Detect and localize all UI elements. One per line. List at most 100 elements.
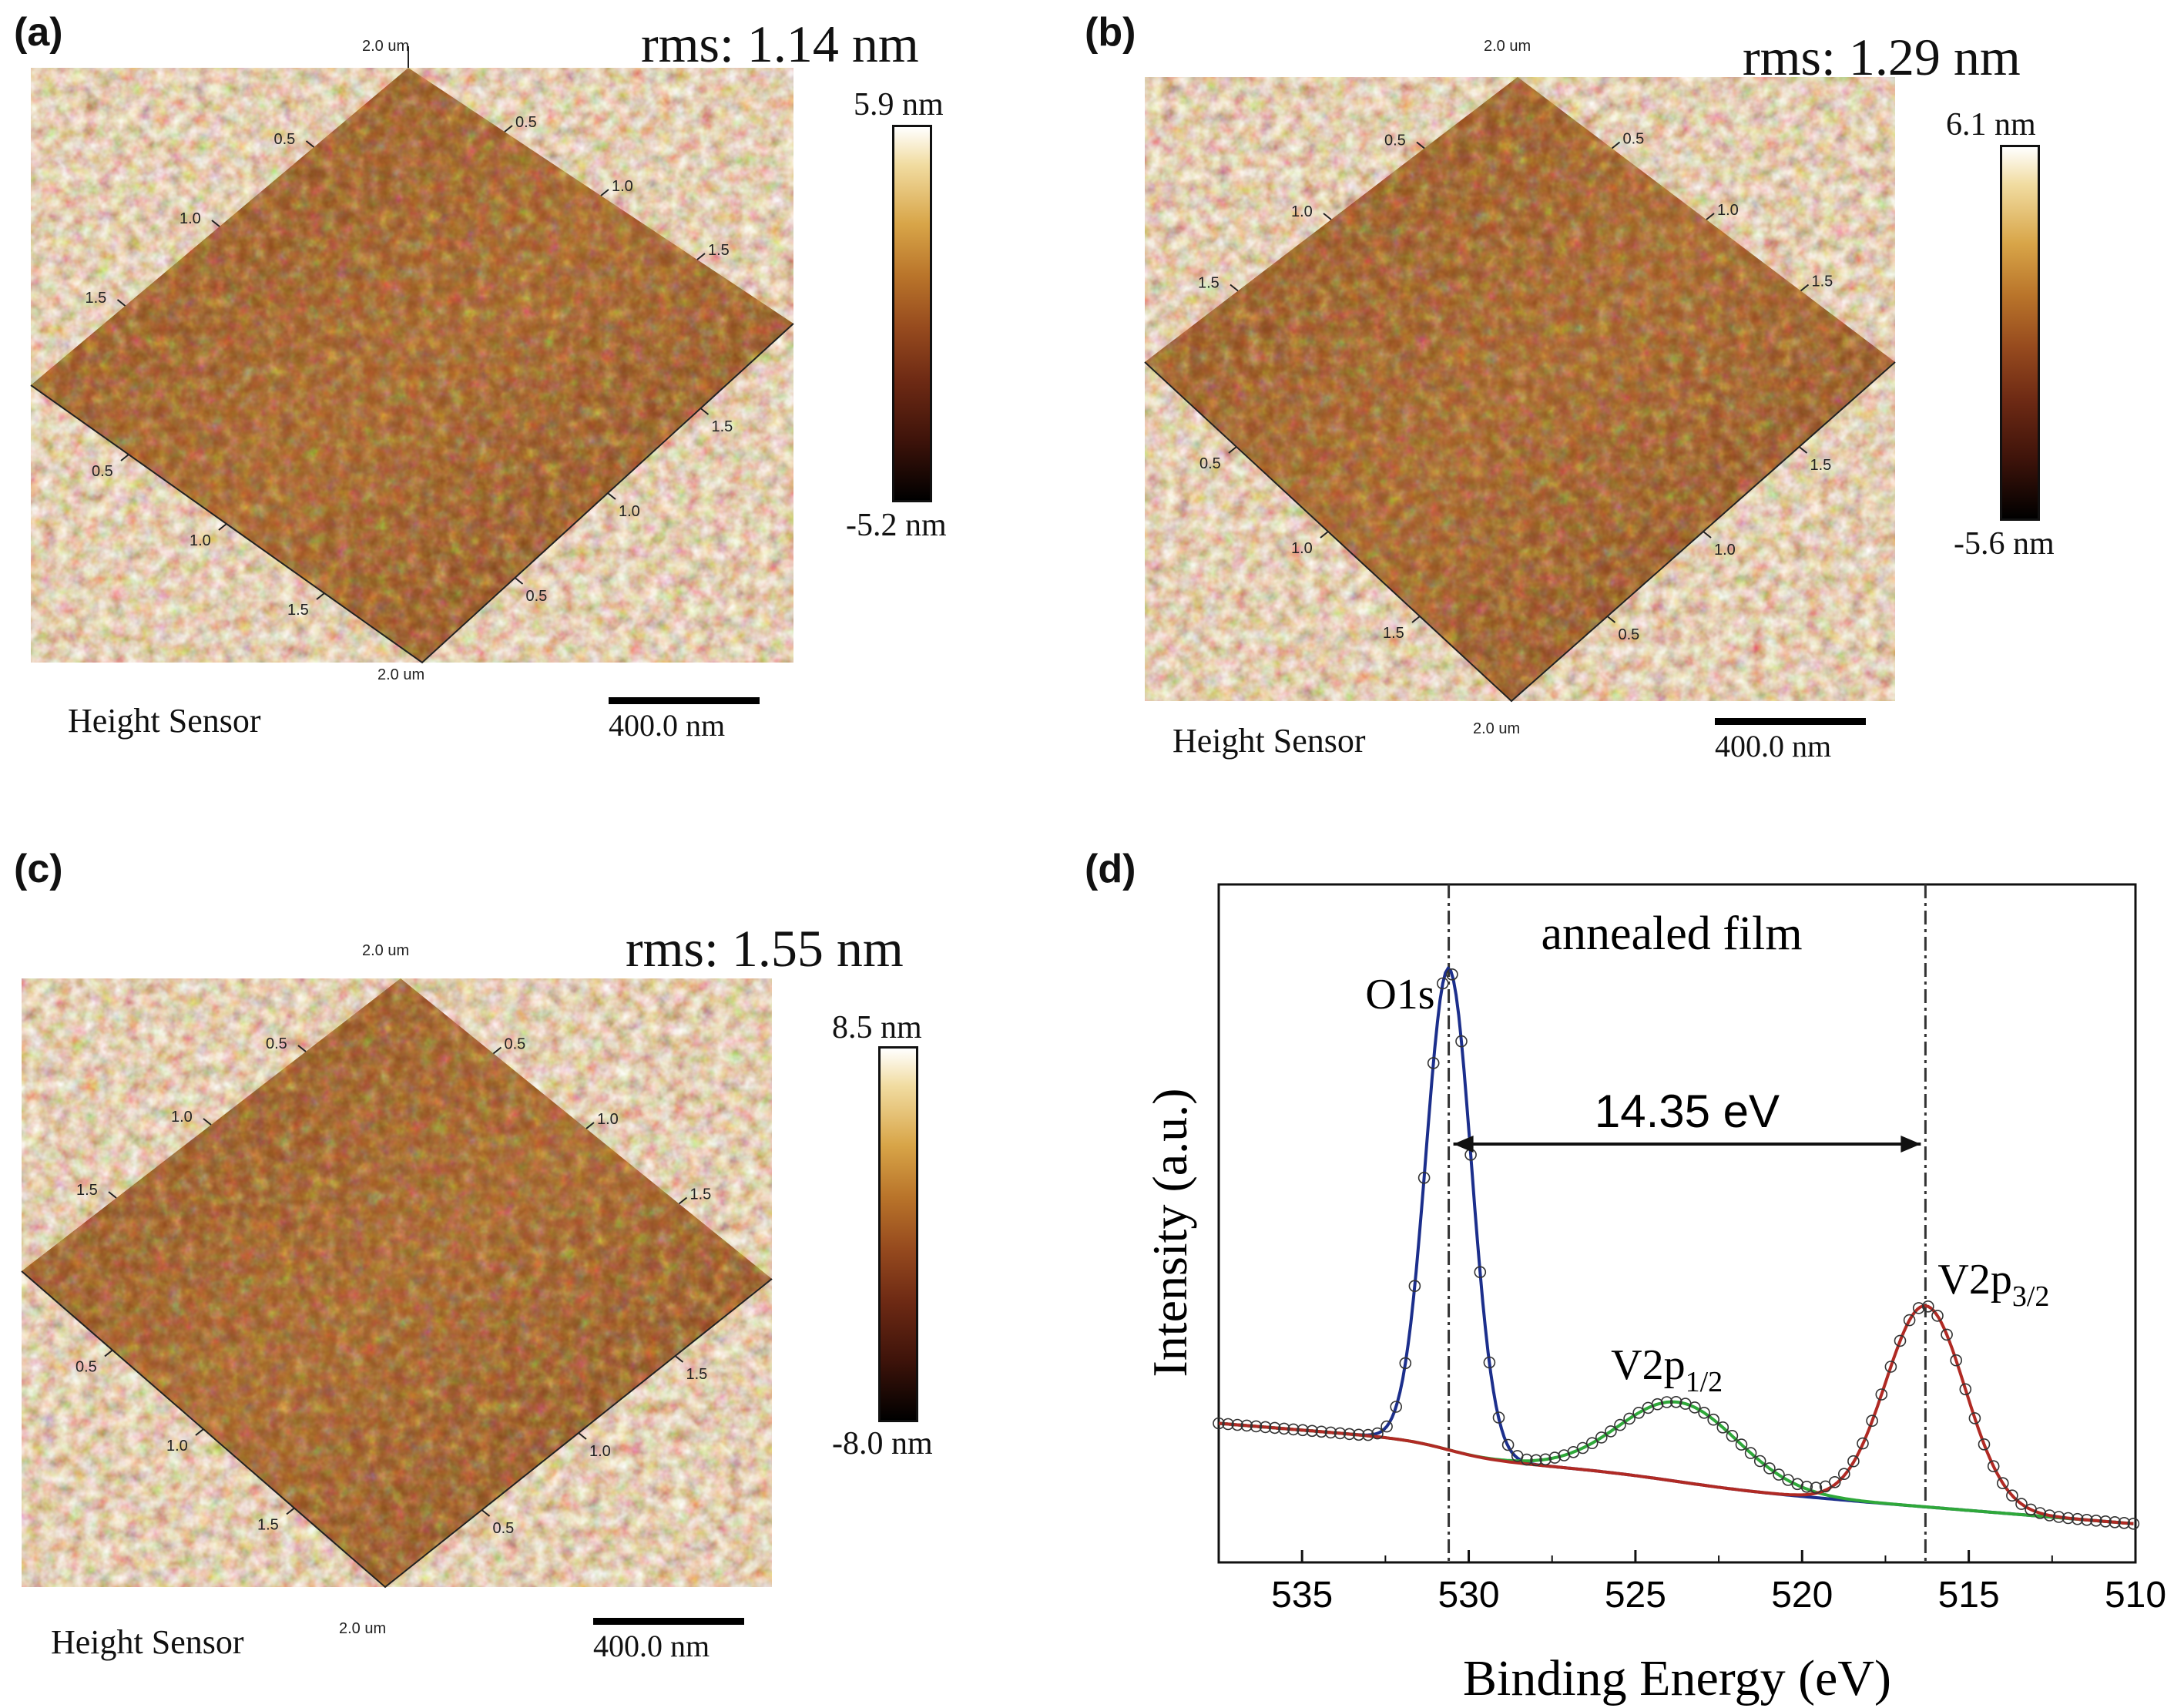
xps-data-point [1521, 1453, 1533, 1466]
afm-surface-a [30, 46, 794, 664]
xps-data-point [1222, 1418, 1234, 1431]
xps-data-point [1231, 1418, 1243, 1431]
afm-tick-mark-a-lower-left-0 [120, 454, 129, 461]
xps-data-point [1417, 1172, 1431, 1184]
xps-data-point [1884, 1361, 1897, 1373]
xps-data-point [1213, 1417, 1225, 1430]
xps-curves [1213, 965, 2140, 1530]
xps-data-point [1585, 1437, 1599, 1449]
colorbar-max-b: 6.1 nm [1946, 107, 2036, 143]
xps-data-point [1437, 977, 1449, 990]
xps-data-point [1894, 1334, 1907, 1347]
xps-data-point [1987, 1460, 2000, 1472]
xps-data-point [1605, 1425, 1617, 1438]
xps-data-point [1931, 1310, 1944, 1322]
xps-data-point [1324, 1426, 1337, 1439]
colorbar-b [2000, 145, 2040, 521]
afm-tick-c-upper-left-2: 1.5 [76, 1182, 98, 1199]
xps-span-arrow-head-1 [1901, 1136, 1921, 1153]
panel-label-b: (b) [1085, 10, 1136, 55]
xps-data-point [1595, 1431, 1608, 1444]
colorbar-c [878, 1046, 918, 1422]
xps-data-point [1576, 1441, 1589, 1455]
afm-tick-mark-b-lower-left-0 [1228, 446, 1237, 454]
afm-tick-mark-b-upper-left-2 [1230, 284, 1239, 292]
afm-tick-c-upper-right-0: 0.5 [505, 1036, 526, 1053]
xps-y-axis-label: Intensity (a.u.) [1142, 1089, 1197, 1377]
xps-data-point [2015, 1498, 2028, 1510]
xps-data-point [1287, 1423, 1300, 1436]
xps-data-point [1530, 1454, 1542, 1467]
xps-data-point [1362, 1428, 1374, 1441]
afm-tick-b-corner-bottom: 2.0 um [1473, 720, 1520, 737]
afm-tick-mark-a-upper-left-1 [211, 220, 220, 227]
xps-title: annealed film [1541, 908, 1802, 960]
xps-data-point [2006, 1489, 2018, 1502]
afm-tick-mark-a-upper-right-1 [600, 189, 609, 196]
afm-tick-c-upper-right-2: 1.5 [690, 1186, 712, 1203]
panel-label-d: (d) [1085, 847, 1136, 891]
colorbar-min-c: -8.0 nm [832, 1426, 933, 1461]
xps-plot-frame [1217, 883, 2137, 1564]
afm-tick-a-upper-left-0: 0.5 [274, 131, 296, 148]
xps-data-point [1455, 1035, 1468, 1048]
afm-tick-mark-b-lower-left-1 [1320, 531, 1329, 539]
xps-data-point [2062, 1512, 2075, 1525]
afm-tick-mark-b-upper-right-0 [1611, 141, 1621, 149]
afm-tick-mark-a-upper-left-0 [305, 140, 315, 148]
xps-data-point [1689, 1401, 1701, 1414]
rms-value-c: rms: 1.55 nm [626, 919, 904, 978]
colorbar-min-b: -5.6 nm [1954, 526, 2055, 562]
xps-data-point [1371, 1427, 1384, 1440]
xps-data-point [1427, 1057, 1440, 1069]
xps-data-point [1669, 1396, 1682, 1408]
afm-tick-a-upper-right-1: 1.0 [612, 178, 633, 195]
xps-data-point [1408, 1280, 1421, 1292]
xps-fit-v2p1-2 [1218, 1400, 2134, 1525]
afm-tick-b-upper-left-0: 0.5 [1384, 133, 1406, 149]
afm-tick-mark-c-upper-right-0 [492, 1046, 502, 1055]
afm-tick-c-lower-right-0: 0.5 [493, 1520, 515, 1537]
xps-data-point [1838, 1468, 1850, 1480]
xps-data-point [1866, 1414, 1878, 1427]
xps-data-point [1343, 1428, 1356, 1441]
afm-tick-mark-b-lower-left-2 [1411, 616, 1421, 623]
xps-data-point [1997, 1477, 2009, 1489]
xps-data-point [1268, 1421, 1281, 1435]
xps-data-point [1941, 1328, 1953, 1341]
xps-data-point [1240, 1419, 1253, 1432]
xps-x-tick-label: 510 [2105, 1575, 2166, 1616]
afm-tick-c-corner-top: 2.0 um [362, 942, 409, 959]
afm-tick-mark-b-lower-right-2 [1798, 446, 1808, 454]
rms-value-b: rms: 1.29 nm [1743, 28, 2021, 86]
xps-data-point [1735, 1438, 1748, 1451]
afm-tick-c-lower-left-1: 1.0 [166, 1438, 188, 1455]
afm-tick-mark-b-upper-left-1 [1323, 213, 1332, 220]
xps-data-point [1912, 1302, 1925, 1314]
xps-data-point [1390, 1401, 1402, 1413]
xps-data-point [1726, 1430, 1739, 1442]
xps-data-point [1492, 1411, 1505, 1424]
panel-label-c: (c) [14, 847, 63, 891]
xps-data-point [2099, 1515, 2112, 1528]
afm-tick-c-upper-left-0: 0.5 [266, 1035, 287, 1052]
xps-data-point [1539, 1453, 1552, 1466]
afm-tick-a-upper-left-2: 1.5 [86, 290, 107, 307]
afm-tick-mark-c-upper-left-0 [297, 1045, 307, 1052]
afm-tick-mark-b-upper-right-2 [1800, 284, 1810, 292]
afm-tick-mark-b-lower-right-1 [1703, 531, 1712, 539]
afm-tick-mark-b-upper-left-0 [1416, 141, 1425, 149]
rms-value-a: rms: 1.14 nm [641, 15, 919, 73]
xps-data-point [1352, 1428, 1365, 1441]
afm-tick-mark-c-lower-right-1 [578, 1432, 587, 1440]
xps-data-point [1950, 1354, 1962, 1367]
afm-tick-a-corner-bottom: 2.0 um [377, 666, 424, 683]
afm-tick-b-lower-left-2: 1.5 [1383, 625, 1404, 642]
colorbar-min-a: -5.2 nm [846, 508, 947, 543]
afm-surface-c [21, 978, 773, 1589]
afm-tick-mark-c-lower-right-0 [481, 1509, 491, 1517]
afm-tick-a-upper-right-2: 1.5 [708, 242, 730, 259]
xps-data-point [1614, 1418, 1626, 1431]
afm-tick-mark-c-upper-left-1 [203, 1118, 212, 1126]
